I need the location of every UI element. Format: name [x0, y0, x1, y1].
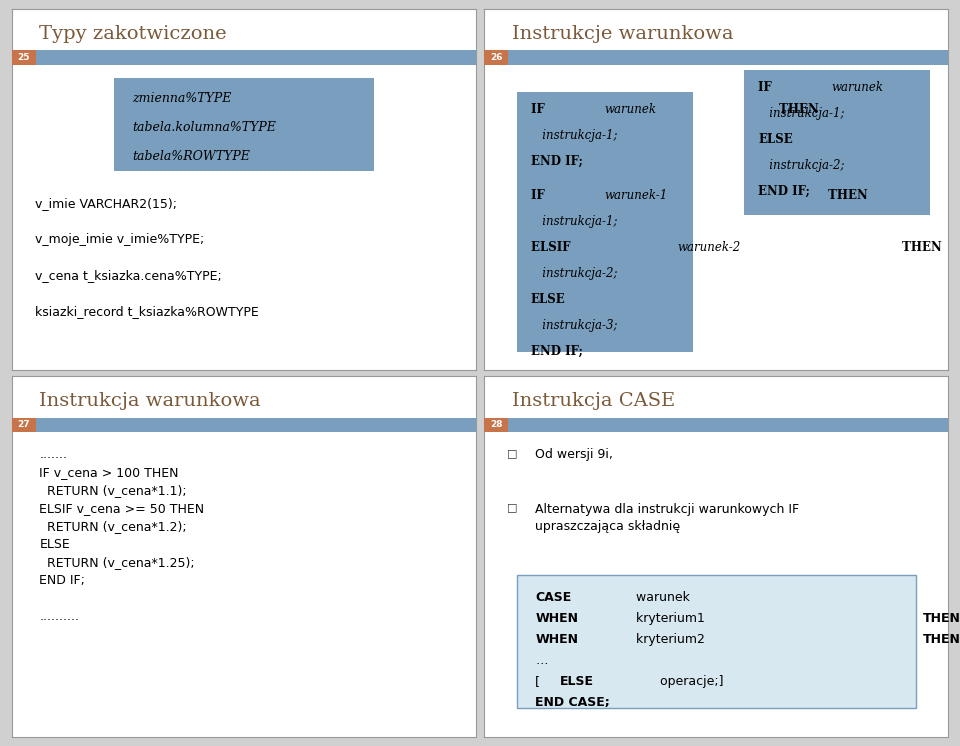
- Text: zmienna%TYPE: zmienna%TYPE: [132, 92, 231, 105]
- Text: ELSE: ELSE: [758, 133, 793, 146]
- Text: IF: IF: [531, 103, 548, 116]
- Text: warunek: warunek: [604, 103, 656, 116]
- Text: END IF;: END IF;: [531, 345, 583, 358]
- Text: Od wersji 9i,: Od wersji 9i,: [536, 448, 613, 462]
- Text: □: □: [508, 503, 517, 513]
- Text: IF: IF: [531, 189, 548, 202]
- Text: warunek-1: warunek-1: [604, 189, 667, 202]
- Text: kryterium1: kryterium1: [633, 612, 709, 625]
- Text: instrukcja-3;: instrukcja-3;: [531, 319, 617, 332]
- Text: END IF;: END IF;: [758, 185, 810, 198]
- Text: ELSE: ELSE: [531, 293, 565, 307]
- Text: v_cena t_ksiazka.cena%TYPE;: v_cena t_ksiazka.cena%TYPE;: [35, 269, 222, 282]
- Bar: [744, 70, 930, 215]
- Text: 25: 25: [17, 53, 30, 62]
- Text: v_imie VARCHAR2(15);: v_imie VARCHAR2(15);: [35, 196, 177, 210]
- Text: instrukcja-2;: instrukcja-2;: [531, 267, 617, 280]
- Bar: [516, 92, 693, 215]
- Text: [: [: [536, 674, 540, 688]
- Text: THEN: THEN: [923, 612, 960, 625]
- Text: WHEN: WHEN: [536, 612, 578, 625]
- Bar: [12, 418, 476, 432]
- Text: 27: 27: [17, 421, 30, 430]
- Text: THEN: THEN: [776, 103, 819, 116]
- Text: IF: IF: [758, 81, 776, 94]
- Text: Instrukcja CASE: Instrukcja CASE: [512, 392, 675, 410]
- Bar: [12, 418, 36, 432]
- Text: operacje;]: operacje;]: [657, 674, 724, 688]
- Text: 28: 28: [490, 421, 502, 430]
- Text: END IF;: END IF;: [531, 154, 583, 168]
- Bar: [484, 418, 509, 432]
- Text: v_moje_imie v_imie%TYPE;: v_moje_imie v_imie%TYPE;: [35, 233, 204, 245]
- Text: tabela.kolumna%TYPE: tabela.kolumna%TYPE: [132, 121, 276, 134]
- Text: Instrukcja warunkowa: Instrukcja warunkowa: [39, 392, 261, 410]
- Text: …: …: [536, 653, 548, 667]
- Text: ELSE: ELSE: [560, 674, 593, 688]
- Text: kryterium2: kryterium2: [633, 633, 709, 646]
- Text: WHEN: WHEN: [536, 633, 578, 646]
- Text: Alternatywa dla instrukcji warunkowych IF
upraszczająca składnię: Alternatywa dla instrukcji warunkowych I…: [536, 503, 800, 533]
- Bar: [484, 51, 509, 65]
- Text: □: □: [508, 448, 517, 458]
- Text: instrukcja-1;: instrukcja-1;: [531, 216, 617, 228]
- Text: instrukcja-1;: instrukcja-1;: [758, 107, 845, 120]
- Bar: [12, 51, 36, 65]
- Bar: [516, 574, 916, 708]
- Text: tabela%ROWTYPE: tabela%ROWTYPE: [132, 150, 251, 163]
- Text: Instrukcje warunkowa: Instrukcje warunkowa: [512, 25, 733, 43]
- Text: warunek: warunek: [831, 81, 883, 94]
- Text: .......
IF v_cena > 100 THEN
  RETURN (v_cena*1.1);
ELSIF v_cena >= 50 THEN
  RE: ....... IF v_cena > 100 THEN RETURN (v_c…: [39, 448, 204, 624]
- Bar: [516, 178, 693, 351]
- Text: CASE: CASE: [536, 591, 571, 604]
- Text: warunek: warunek: [633, 591, 690, 604]
- Text: Typy zakotwiczone: Typy zakotwiczone: [39, 25, 227, 43]
- Bar: [484, 418, 948, 432]
- Text: instrukcja-1;: instrukcja-1;: [531, 129, 617, 142]
- Text: THEN: THEN: [923, 633, 960, 646]
- Text: 26: 26: [490, 53, 502, 62]
- Text: END CASE;: END CASE;: [536, 695, 610, 709]
- Bar: [113, 78, 373, 172]
- Text: instrukcja-2;: instrukcja-2;: [758, 159, 845, 172]
- Bar: [12, 51, 476, 65]
- Text: warunek-2: warunek-2: [678, 241, 741, 254]
- Text: ksiazki_record t_ksiazka%ROWTYPE: ksiazki_record t_ksiazka%ROWTYPE: [35, 305, 258, 318]
- Text: ELSIF: ELSIF: [531, 241, 574, 254]
- Text: THEN: THEN: [898, 241, 942, 254]
- Bar: [484, 51, 948, 65]
- Text: THEN: THEN: [825, 189, 868, 202]
